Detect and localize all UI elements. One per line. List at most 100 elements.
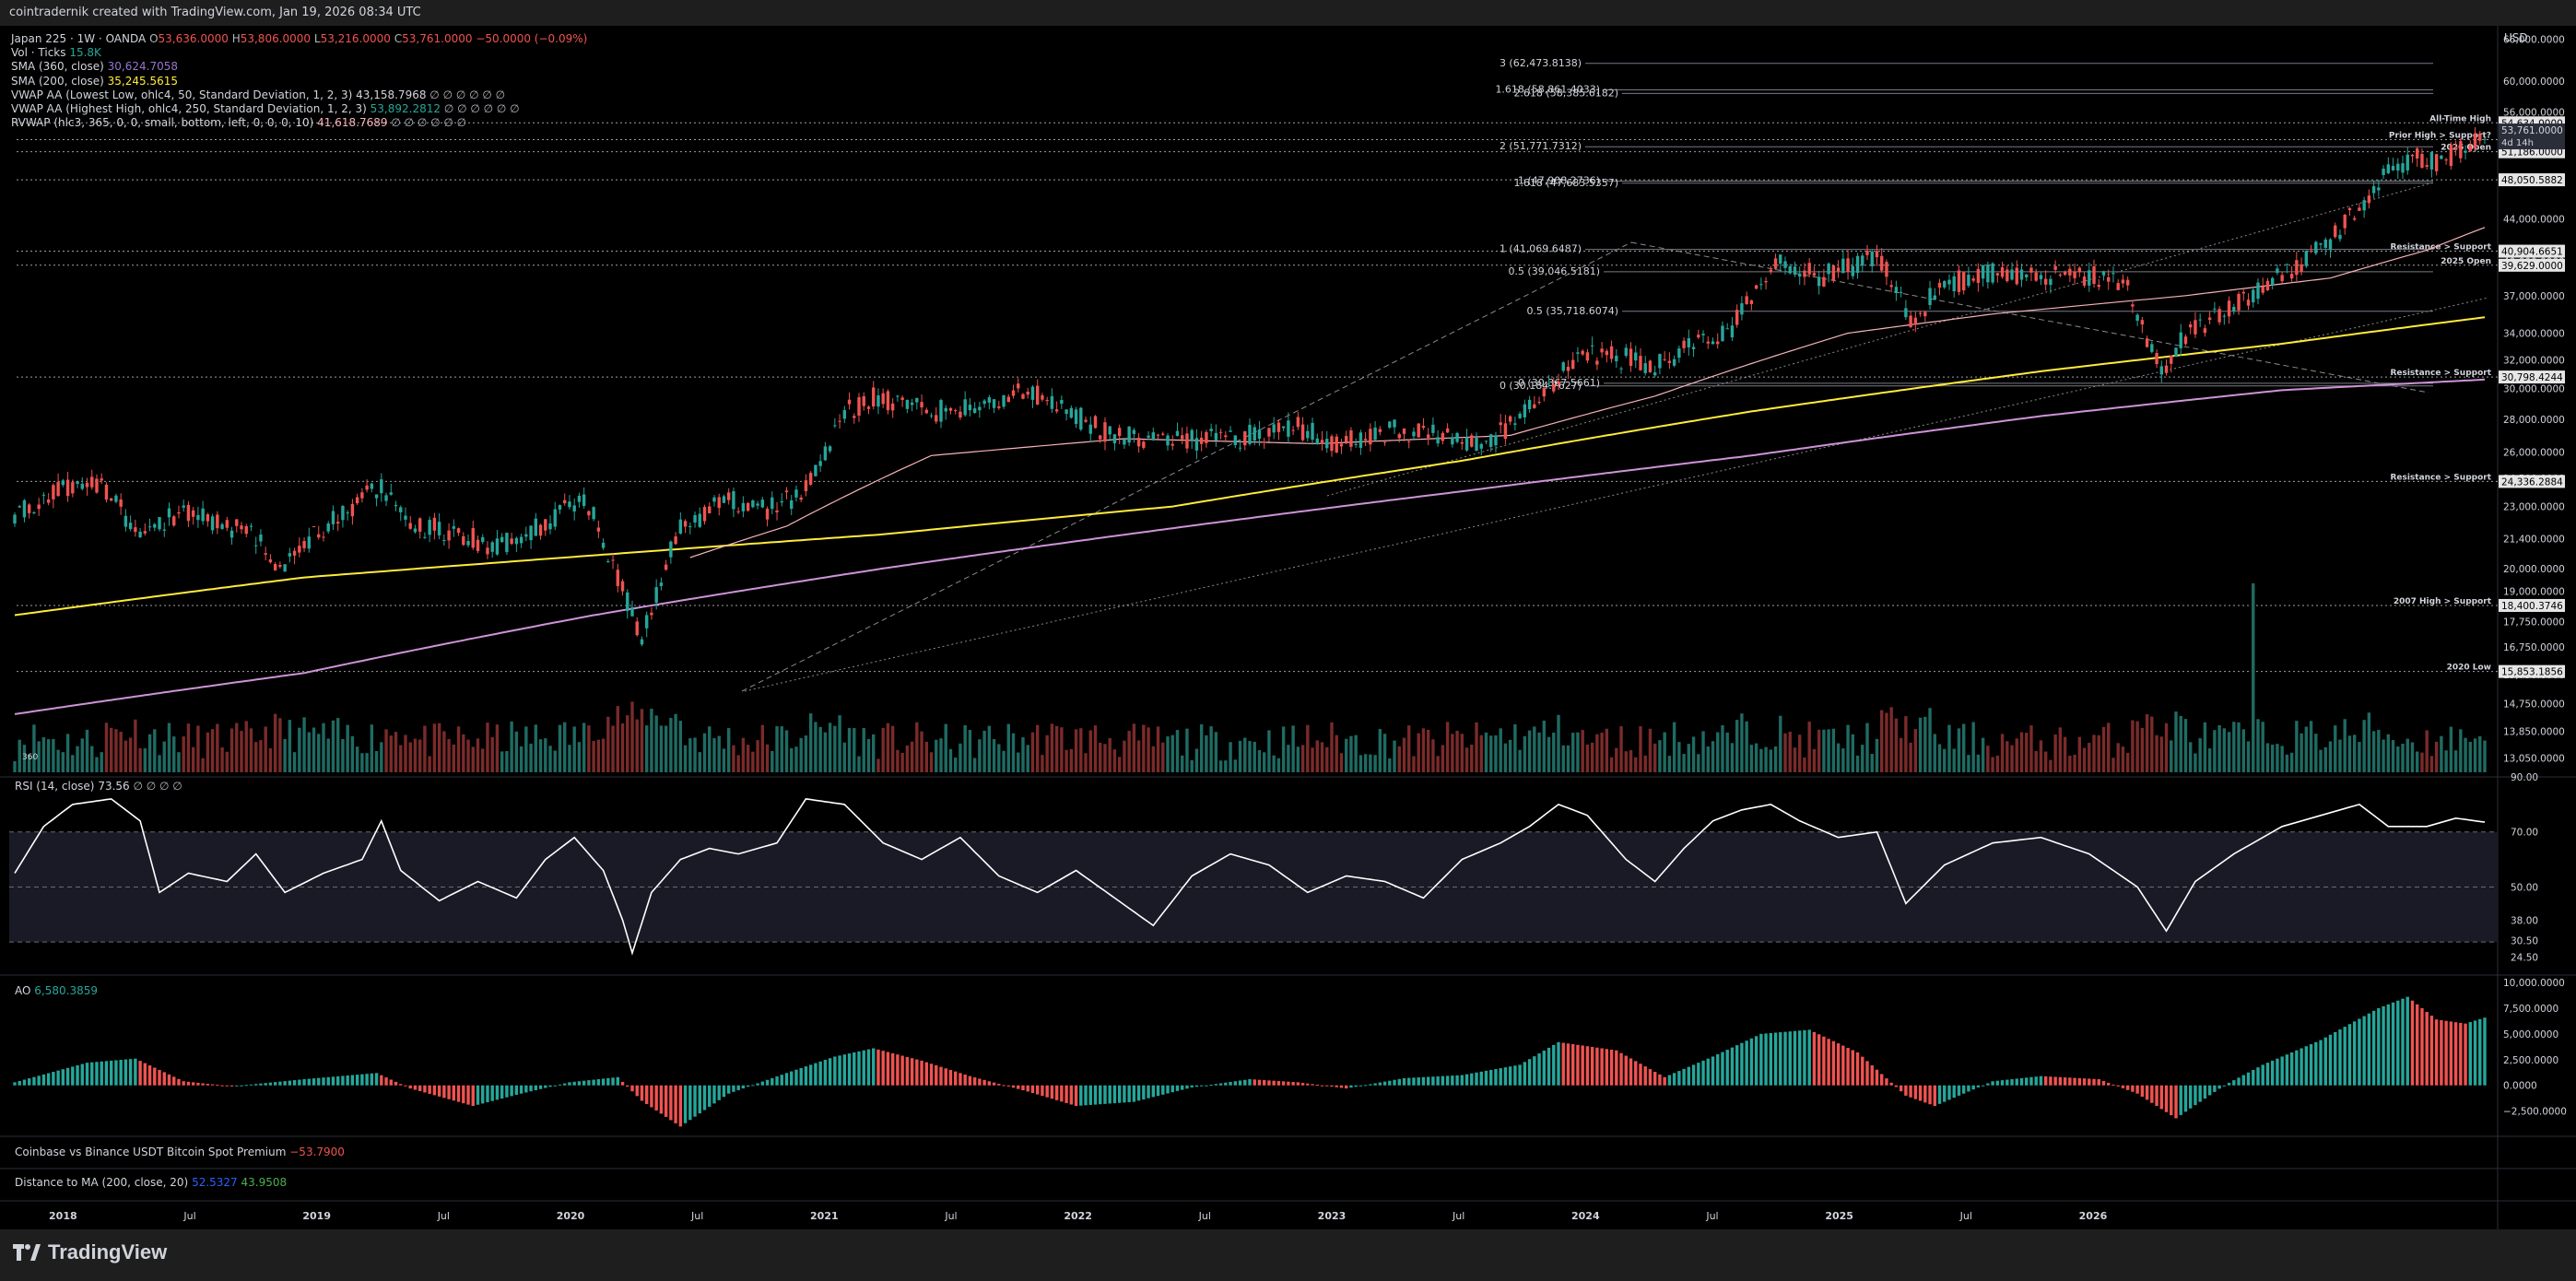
candle-body — [1711, 341, 1715, 345]
ao-bar — [1026, 1085, 1029, 1092]
volume-bar — [292, 752, 297, 772]
candle-body — [2213, 308, 2217, 310]
volume-bar — [1393, 740, 1396, 772]
candle-body — [683, 521, 688, 527]
trendline-3 — [1326, 182, 2434, 497]
volume-bar — [56, 749, 60, 772]
candle-body — [201, 508, 205, 522]
candle-body — [1943, 280, 1947, 288]
ao-legend[interactable]: AO 6,580.3859 — [15, 984, 98, 997]
rsi-legend[interactable]: RSI (14, close) 73.56 ∅ ∅ ∅ ∅ — [15, 780, 182, 793]
ao-bar — [1378, 1082, 1382, 1086]
candle-body — [1354, 443, 1358, 445]
ao-bar — [2295, 1050, 2299, 1086]
candle-body — [828, 446, 832, 452]
candle-body — [2377, 187, 2381, 191]
volume-bar — [1605, 728, 1609, 772]
ao-bar — [1300, 1083, 1305, 1086]
ao-bar — [1218, 1083, 1223, 1086]
ao-bar — [2338, 1029, 2342, 1086]
ao-bar — [2473, 1020, 2477, 1086]
candle-body — [1026, 392, 1029, 395]
candle-body — [1460, 441, 1464, 444]
volume-bar — [519, 746, 523, 772]
volume-bar — [18, 739, 21, 772]
volume-bar — [2256, 719, 2260, 772]
candle-body — [196, 514, 200, 521]
time-tick-label: Jul — [1705, 1210, 1718, 1222]
candle-body — [1267, 428, 1271, 437]
volume-bar — [963, 724, 967, 772]
rvwap-tail: ∅ ∅ ∅ ∅ ∅ ∅ — [391, 116, 467, 130]
legend-row-volume[interactable]: Vol · Ticks 15.8K — [11, 46, 587, 60]
ao-bar — [760, 1081, 765, 1086]
volume-bar — [683, 745, 688, 772]
candle-body — [1547, 383, 1551, 385]
volume-bar — [814, 722, 817, 772]
candle-body — [1209, 429, 1213, 431]
ao-bar — [404, 1085, 407, 1087]
ohlc-o-label: O — [149, 32, 159, 45]
volume-bar — [1677, 742, 1681, 772]
volume-bar — [645, 725, 649, 772]
volume-bar — [1831, 728, 1836, 772]
ao-bar — [2367, 1013, 2371, 1086]
legend-row-vwap-low[interactable]: VWAP AA (Lowest Low, ohlc4, 50, Standard… — [11, 88, 587, 102]
ao-bar — [1619, 1052, 1623, 1086]
symbol-name[interactable]: Japan 225 · 1W · OANDA — [11, 32, 147, 45]
ao-bar — [32, 1076, 36, 1086]
volume-bar — [100, 752, 103, 772]
volume-bar — [896, 749, 900, 772]
last-price-tag — [2499, 123, 2565, 150]
ao-bar — [292, 1080, 297, 1086]
ao-bar — [1147, 1085, 1150, 1099]
ao-bar — [2155, 1085, 2158, 1107]
legend-row-sma200[interactable]: SMA (200, close) 35,245.5615 — [11, 75, 587, 88]
volume-bar — [1045, 735, 1049, 772]
volume-bar — [1793, 747, 1797, 772]
ao-bar — [1402, 1077, 1406, 1086]
ao-bar — [1769, 1032, 1773, 1086]
volume-bar — [1108, 737, 1112, 772]
volume-bar — [558, 724, 562, 772]
volume-bar — [2155, 735, 2158, 772]
ao-bar — [1885, 1078, 1888, 1086]
volume-bar — [104, 723, 109, 772]
legend-row-rvwap[interactable]: RVWAP (hlc3, 365, 0, 0, small, bottom, l… — [11, 116, 587, 130]
ao-bar — [206, 1084, 210, 1086]
chart-frame[interactable]: All-Time High Prior High > Support? 2026 O… — [0, 26, 2576, 1229]
candle-body — [1658, 354, 1662, 369]
ao-bar — [1281, 1081, 1286, 1086]
candle-body — [1595, 360, 1599, 365]
volume-bar — [2034, 750, 2038, 772]
volume-bar — [1451, 734, 1454, 772]
volume-bar — [1672, 722, 1676, 772]
legend-row-vwap-high[interactable]: VWAP AA (Highest High, ohlc4, 250, Stand… — [11, 102, 587, 116]
premium-legend[interactable]: Coinbase vs Binance USDT Bitcoin Spot Pr… — [15, 1146, 345, 1158]
volume-bar — [1788, 732, 1792, 772]
volume-bar — [1716, 732, 1720, 772]
candle-body — [1836, 267, 1841, 272]
candle-body — [1030, 386, 1035, 400]
distance-legend[interactable]: Distance to MA (200, close, 20) 52.5327 … — [15, 1176, 287, 1189]
candle-body — [1263, 441, 1266, 443]
volume-bar — [437, 723, 441, 772]
legend-row-symbol[interactable]: Japan 225 · 1W · OANDA O53,636.0000 H53,… — [11, 32, 587, 46]
ao-bar — [1615, 1050, 1618, 1086]
legend-row-sma360[interactable]: SMA (360, close) 30,624.7058 — [11, 60, 587, 74]
rvwap-label: RVWAP (hlc3, 365, 0, 0, small, bottom, l… — [11, 116, 314, 130]
volume-bar — [2145, 714, 2149, 772]
volume-bar — [432, 723, 437, 772]
candle-body — [220, 523, 224, 529]
ao-bar — [698, 1085, 701, 1114]
candle-body — [1397, 434, 1401, 439]
tradingview-logo[interactable]: TradingView — [13, 1240, 167, 1264]
ao-bar — [1590, 1047, 1594, 1086]
volume-bar — [341, 738, 345, 772]
volume-bar — [196, 725, 200, 772]
candle-body — [1885, 262, 1888, 277]
volume-bar — [2039, 740, 2043, 772]
volume-bar — [1142, 724, 1146, 772]
candle-body — [2025, 274, 2029, 277]
